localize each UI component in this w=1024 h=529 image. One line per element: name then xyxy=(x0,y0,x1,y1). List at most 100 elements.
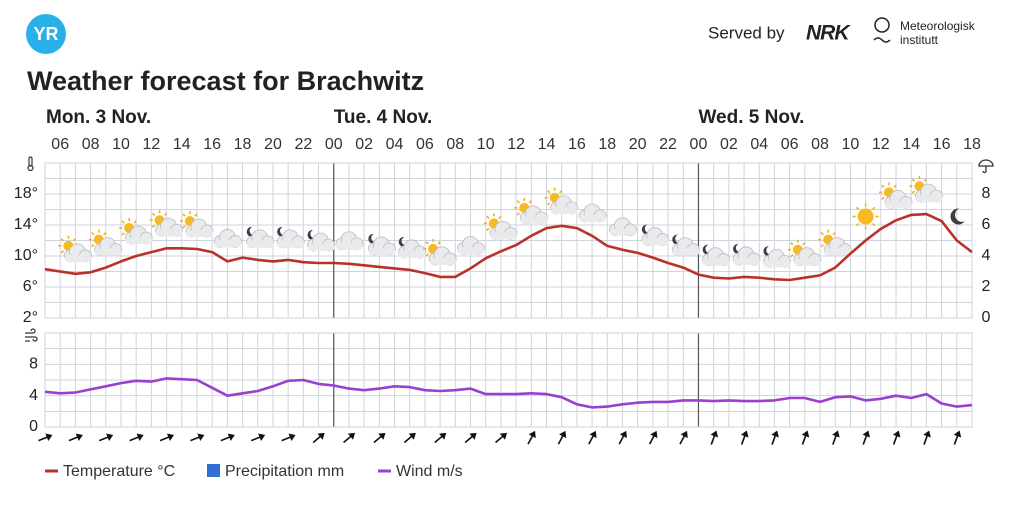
wind-arrow xyxy=(495,432,508,444)
cloud-base xyxy=(520,216,548,224)
weather-symbol xyxy=(578,203,607,223)
x-tick-label: 10 xyxy=(477,136,495,153)
wind-arrow-head xyxy=(408,432,416,440)
wind-arrow-head xyxy=(740,430,749,438)
sun-ray xyxy=(72,238,77,242)
wind-arrow xyxy=(618,430,627,445)
wind-arrow xyxy=(98,433,114,442)
weather-symbol xyxy=(818,229,852,257)
cloud-base xyxy=(763,260,791,268)
wind-arrow-head xyxy=(923,430,931,438)
moon xyxy=(368,233,378,244)
moon xyxy=(950,208,965,225)
sun-ray xyxy=(559,190,563,194)
wind-arrow xyxy=(923,430,931,445)
x-tick-label: 12 xyxy=(142,136,160,153)
cloud-base xyxy=(94,248,122,256)
sun-ray xyxy=(820,231,824,236)
wind-arrow-head xyxy=(469,432,477,440)
weather-symbol xyxy=(88,229,123,257)
x-tick-label: 10 xyxy=(112,136,130,153)
wind-arrow-head xyxy=(650,430,658,439)
sun-ray xyxy=(498,215,502,219)
sun-ray xyxy=(881,196,885,200)
x-tick-label: 04 xyxy=(750,136,768,153)
wind-arrow xyxy=(588,430,597,445)
panel-frame xyxy=(44,332,973,428)
weather-symbol xyxy=(246,226,275,249)
wind-arrow xyxy=(953,430,962,445)
sun-ray xyxy=(832,231,836,236)
weather-symbol xyxy=(671,234,700,257)
weather-symbol xyxy=(787,239,822,267)
wind-arrow-head xyxy=(528,430,536,439)
wind-arrow xyxy=(832,430,840,445)
sun-ray xyxy=(425,241,429,245)
sun xyxy=(857,208,874,225)
wind-arrow xyxy=(68,433,83,442)
cloud-base xyxy=(398,250,426,258)
met-name: institutt xyxy=(900,33,939,47)
wind-arrow-head xyxy=(680,430,688,439)
x-tick-label: 00 xyxy=(690,136,708,153)
cloud-base xyxy=(702,258,730,266)
legend-label: Temperature °C xyxy=(63,463,175,480)
x-tick-label: 10 xyxy=(842,136,860,153)
wind-arrow xyxy=(220,433,235,442)
weather-symbol xyxy=(367,233,396,256)
wind-icon xyxy=(25,328,38,342)
x-tick-label: 20 xyxy=(629,136,647,153)
x-tick-label: 18 xyxy=(963,136,981,153)
wind-arrow-head xyxy=(832,430,840,438)
day-label: Mon. 3 Nov. xyxy=(46,107,151,128)
umbrella-icon xyxy=(978,159,994,174)
nrk-logo[interactable]: NRK xyxy=(806,22,852,45)
y2-tick-label: 8 xyxy=(982,185,991,202)
wind-arrow-head xyxy=(801,430,810,438)
sun-ray xyxy=(151,224,156,228)
wind-arrow xyxy=(38,433,53,442)
weather-symbol xyxy=(544,187,579,215)
x-tick-label: 22 xyxy=(294,136,312,153)
sun-ray xyxy=(60,250,65,254)
sun-ray xyxy=(486,227,490,231)
cloud-base xyxy=(733,257,761,265)
sun-ray xyxy=(923,178,928,182)
x-tick-label: 06 xyxy=(416,136,434,153)
wind-arrow xyxy=(771,430,779,445)
y-tick-label: 8 xyxy=(29,356,38,373)
sun-ray xyxy=(91,244,95,248)
weather-symbol xyxy=(909,176,943,203)
y2-tick-label: 2 xyxy=(982,278,991,295)
weather-symbol xyxy=(609,217,637,237)
wind-arrow-head xyxy=(227,433,235,441)
wind-arrow xyxy=(129,433,144,442)
wind-arrow-head xyxy=(166,433,174,441)
wind-arrow xyxy=(373,432,386,444)
moon xyxy=(641,224,651,235)
moon xyxy=(277,226,287,237)
legend-label: Precipitation mm xyxy=(225,463,344,480)
weather-symbol xyxy=(398,236,427,259)
weather-symbol xyxy=(335,231,364,251)
weather-symbol xyxy=(879,182,913,209)
weather-symbol xyxy=(457,235,485,255)
weather-symbol xyxy=(213,229,242,248)
x-tick-label: 16 xyxy=(203,136,221,153)
yr-logo[interactable] xyxy=(26,14,66,54)
wind-arrow xyxy=(740,430,749,445)
sun-ray xyxy=(194,213,198,217)
sun-ray xyxy=(790,254,794,258)
x-tick-label: 18 xyxy=(234,136,252,153)
moon xyxy=(733,243,743,254)
x-tick-label: 18 xyxy=(598,136,616,153)
x-tick-label: 02 xyxy=(355,136,373,153)
wind-arrow-head xyxy=(317,432,325,440)
sun-ray xyxy=(872,223,876,227)
wind-arrow-head xyxy=(771,430,779,438)
x-tick-label: 06 xyxy=(781,136,799,153)
met-name[interactable]: Meteorologisk xyxy=(900,19,976,33)
met-logo-circle xyxy=(874,17,890,33)
weather-symbol xyxy=(950,208,965,225)
sun-ray xyxy=(911,178,916,182)
